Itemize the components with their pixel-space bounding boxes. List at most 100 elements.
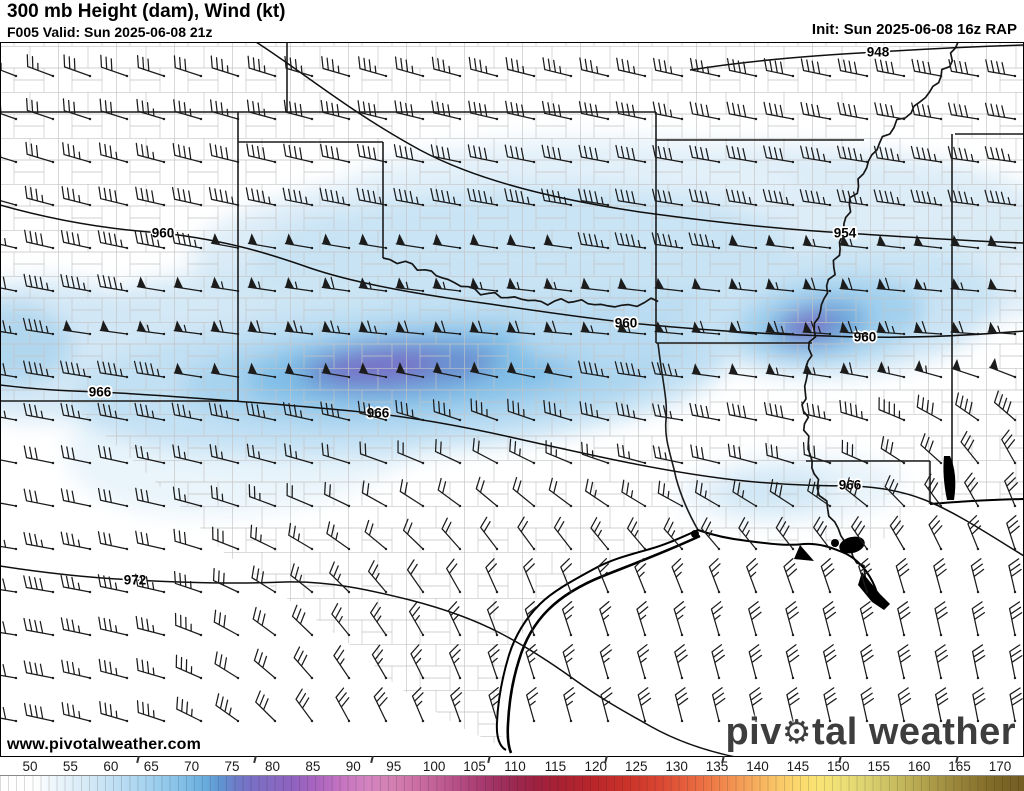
wind-barb (60, 360, 92, 379)
wind-barb (563, 687, 576, 723)
wind-barb (933, 558, 947, 594)
wind-barb (393, 187, 425, 207)
wind-barb (472, 437, 499, 465)
wind-barb (858, 558, 872, 594)
wind-barb (212, 568, 240, 594)
wind-barb (837, 58, 869, 78)
wind-barb (99, 701, 129, 723)
wind-barb (785, 601, 799, 637)
wind-barb (590, 516, 610, 551)
colorbar-tick-label: 50 (22, 759, 38, 774)
wind-barb (210, 233, 240, 250)
wind-barb (23, 531, 55, 551)
wind-barb (26, 54, 55, 78)
wind-barb (213, 609, 240, 637)
wind-barb (616, 57, 647, 78)
wind-barb (255, 690, 277, 723)
wind-barb (395, 399, 425, 422)
wind-barb (807, 478, 832, 508)
wind-barb (134, 230, 166, 250)
wind-barb (763, 401, 795, 422)
graticule-tick (253, 755, 257, 764)
wind-barb (985, 59, 1017, 78)
wind-barb (373, 687, 388, 723)
wind-barb (0, 97, 18, 121)
wind-barb (246, 143, 277, 164)
wind-barb (283, 99, 314, 121)
wind-barb (525, 644, 538, 680)
wind-barb (135, 487, 166, 508)
wind-barb (434, 439, 462, 465)
wind-barb (60, 574, 92, 594)
wind-barb (486, 601, 499, 637)
wind-barb (614, 232, 647, 250)
wind-barb (507, 398, 536, 422)
wind-barb (934, 601, 948, 637)
wind-barb (674, 687, 689, 723)
wind-barb (406, 559, 425, 594)
wind-barb (25, 97, 55, 121)
wind-barb (60, 273, 92, 293)
wind-barb (485, 558, 499, 594)
wind-barb (765, 363, 795, 379)
wind-barb (889, 515, 906, 551)
wind-barb (578, 188, 610, 207)
wind-barb (654, 321, 684, 336)
wind-barb (320, 401, 351, 422)
wind-barb (615, 188, 647, 207)
watermark-link[interactable]: www.pivotalweather.com (7, 736, 202, 753)
colorbar-tick-label: 165 (948, 759, 971, 774)
wind-barb (837, 101, 869, 121)
wind-barb (395, 233, 425, 250)
wind-barb (708, 558, 721, 594)
wind-barb (504, 144, 536, 164)
wind-barb (98, 616, 129, 637)
wind-barb (910, 145, 943, 164)
wind-barb (913, 234, 943, 250)
wind-barb (469, 233, 499, 250)
wind-barb (321, 56, 351, 78)
wind-barb (208, 187, 240, 207)
wind-barb (0, 575, 18, 594)
wind-barb (820, 558, 835, 594)
wind-barb (651, 188, 684, 207)
wind-barb (60, 531, 92, 551)
wind-barb (469, 320, 499, 336)
wind-barb (689, 145, 721, 164)
wind-barb (765, 442, 795, 465)
wind-barb (210, 276, 240, 293)
colorbar-tick-label: 65 (143, 759, 159, 774)
wind-barb (802, 320, 832, 336)
wind-barb (469, 277, 499, 293)
wind-barb (971, 644, 986, 680)
wind-barb (367, 560, 388, 594)
wind-barb (245, 402, 277, 422)
wind-barb (841, 439, 869, 465)
wind-barb (319, 187, 351, 207)
wind-barb (763, 58, 795, 78)
wind-barb (136, 700, 166, 723)
wind-barb (23, 702, 55, 723)
colorbar-tick-label: 80 (264, 759, 280, 774)
graticule-tick (487, 755, 491, 764)
wind-barb (695, 480, 721, 508)
wind-barb (62, 319, 92, 336)
wind-barb (874, 102, 906, 121)
wind-barb (358, 320, 388, 336)
wind-barb (358, 233, 388, 250)
wind-barb (876, 320, 906, 336)
wind-barb (765, 320, 795, 336)
wind-barb (657, 480, 684, 508)
wind-barb (726, 402, 758, 422)
wind-barb (928, 515, 943, 551)
wind-barb (441, 517, 462, 551)
wind-barb (210, 362, 240, 379)
wind-barb (173, 55, 203, 78)
pivotal-weather-logo: piv⚙tal weather (725, 711, 1016, 754)
wind-barb (282, 187, 314, 207)
wind-barb (597, 558, 610, 594)
wind-barb (395, 277, 425, 293)
wind-barb (690, 444, 721, 465)
colorbar-tick-label: 145 (786, 759, 810, 774)
wind-barb (911, 102, 943, 121)
